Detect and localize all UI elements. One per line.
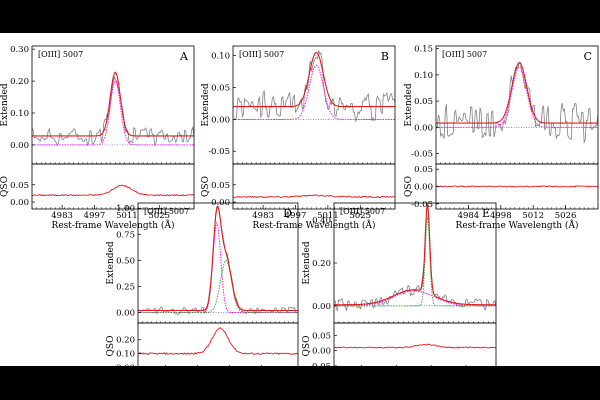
y-axis-label-qso: QSO — [404, 176, 414, 197]
qso-line — [334, 343, 496, 349]
fit-line — [32, 71, 194, 137]
xtick-label: 4997 — [84, 211, 106, 221]
top-ytick-label: 0.05 — [211, 83, 230, 93]
y-axis-label-extended: Extended — [106, 241, 116, 284]
top-ytick-label: 0.20 — [312, 259, 331, 269]
line-label: [OIII] 5007 — [144, 207, 189, 216]
top-ytick-label: 0.75 — [116, 230, 135, 240]
bottom-ytick-label: -0.05 — [309, 362, 331, 366]
top-ytick-label: 0.25 — [116, 282, 135, 292]
line-label: [OIII] 5007 — [38, 50, 83, 59]
qso-line — [138, 327, 298, 356]
panel-letter: B — [381, 50, 389, 63]
fit-line — [233, 51, 395, 108]
component-2-line — [138, 259, 298, 314]
top-ytick-label: 0.00 — [312, 302, 331, 312]
figure: 0.00 0.10 0.20 0.30 0.00 0.05 4983 4997 5011 5025… — [0, 33, 600, 391]
xtick-label: 5011 — [116, 211, 138, 221]
top-ytick-label: 0.50 — [116, 256, 135, 266]
component-2-line — [334, 216, 496, 307]
xtick-label: 4984 — [458, 211, 480, 221]
component-1-line — [138, 221, 298, 314]
y-axis-label-extended: Extended — [0, 83, 10, 126]
spectra-figure: 0.00 0.10 0.20 0.30 0.00 0.05 4983 4997 5011 5025… — [0, 45, 599, 391]
top-ytick-label: -0.05 — [208, 147, 230, 157]
top-ytick-label: 0.15 — [414, 45, 433, 55]
bottom-axes-frame — [31, 163, 195, 210]
top-ytick-label: 0.00 — [116, 309, 135, 319]
panel-letter: D — [283, 207, 292, 220]
bottom-ytick-label: 0.00 — [312, 347, 331, 357]
bottom-ytick-label: 0.10 — [116, 350, 135, 360]
bottom-ytick-label: 0.00 — [414, 183, 433, 193]
line-label: [OIII] 5007 — [442, 50, 487, 59]
extended-spectrum-line — [32, 75, 194, 147]
fit-line — [334, 203, 496, 306]
component-1-line — [32, 80, 194, 146]
panel-c: -0.05 0.00 0.05 0.10 0.15 -0.05 0.00 0.05 4984 49… — [404, 45, 599, 231]
y-axis-label-qso: QSO — [106, 336, 116, 357]
line-label: [OIII] 5007 — [239, 50, 284, 59]
top-ytick-label: 0.40 — [312, 216, 331, 226]
xtick-label: 5025 — [148, 211, 170, 221]
xtick-label: 5011 — [317, 211, 339, 221]
fit-line — [138, 205, 298, 312]
xtick-label: 5026 — [555, 211, 577, 221]
y-axis-label-qso: QSO — [0, 176, 10, 197]
top-ytick-label: 0.00 — [211, 115, 230, 125]
bottom-ytick-label: 0.00 — [10, 198, 29, 208]
top-ytick-label: 0.05 — [414, 97, 433, 107]
xtick-label: 4983 — [51, 211, 73, 221]
xtick-label: 4983 — [252, 211, 274, 221]
top-ytick-label: 0.10 — [211, 52, 230, 62]
bottom-ytick-label: 0.05 — [10, 181, 29, 191]
component-1-line — [334, 290, 496, 307]
qso-line — [233, 194, 395, 199]
top-axes-frame — [232, 45, 396, 165]
xtick-label: 4997 — [285, 211, 307, 221]
bottom-axes-frame — [333, 322, 497, 370]
top-ytick-label: 0.10 — [10, 109, 29, 119]
panel-a: 0.00 0.10 0.20 0.30 0.00 0.05 4983 4997 5011 5025… — [0, 45, 195, 231]
bottom-ytick-label: 0.05 — [414, 165, 433, 175]
x-axis-label: Rest-frame Wavelength (Å) — [52, 219, 175, 231]
qso-line — [436, 185, 598, 188]
top-axes-frame — [31, 45, 195, 165]
y-axis-label-qso: QSO — [302, 336, 312, 357]
xtick-label: 4998 — [490, 211, 512, 221]
top-ytick-label: 1.00 — [116, 204, 135, 214]
component-1-line — [436, 66, 598, 128]
panel-letter: E — [482, 207, 490, 220]
top-ytick-label: 0.30 — [10, 45, 29, 55]
extended-spectrum-line — [436, 61, 598, 143]
component-1-line — [233, 64, 395, 120]
y-axis-label-extended: Extended — [302, 241, 312, 284]
bottom-axes-frame — [232, 163, 396, 210]
fit-line — [436, 62, 598, 124]
y-axis-label-extended: Extended — [404, 83, 414, 126]
top-axes-frame — [435, 45, 599, 165]
line-label: [OIII] 5007 — [340, 207, 385, 216]
bottom-ytick-label: 0.05 — [312, 331, 331, 341]
panel-letter: A — [179, 50, 189, 63]
xtick-label: 5025 — [349, 211, 371, 221]
y-axis-label-extended: Extended — [201, 83, 211, 126]
bottom-ytick-label: 0.00 — [116, 364, 135, 366]
top-ytick-label: 0.20 — [10, 77, 29, 87]
top-ytick-label: 0.00 — [10, 141, 29, 151]
y-axis-label-qso: QSO — [201, 176, 211, 197]
top-ytick-label: -0.05 — [411, 150, 433, 160]
xtick-label: 5012 — [522, 211, 544, 221]
bottom-ytick-label: 0.20 — [116, 336, 135, 346]
qso-line — [32, 184, 194, 197]
bottom-ytick-label: 0.05 — [211, 181, 230, 191]
bottom-ytick-label: -0.05 — [411, 200, 433, 210]
panel-letter: C — [584, 50, 592, 63]
top-ytick-label: 0.10 — [414, 71, 433, 81]
top-ytick-label: 0.00 — [414, 123, 433, 133]
x-axis-label: Rest-frame Wavelength (Å) — [253, 219, 376, 231]
extended-spectrum-line — [233, 50, 395, 123]
x-axis-label: Rest-frame Wavelength (Å) — [456, 219, 579, 231]
